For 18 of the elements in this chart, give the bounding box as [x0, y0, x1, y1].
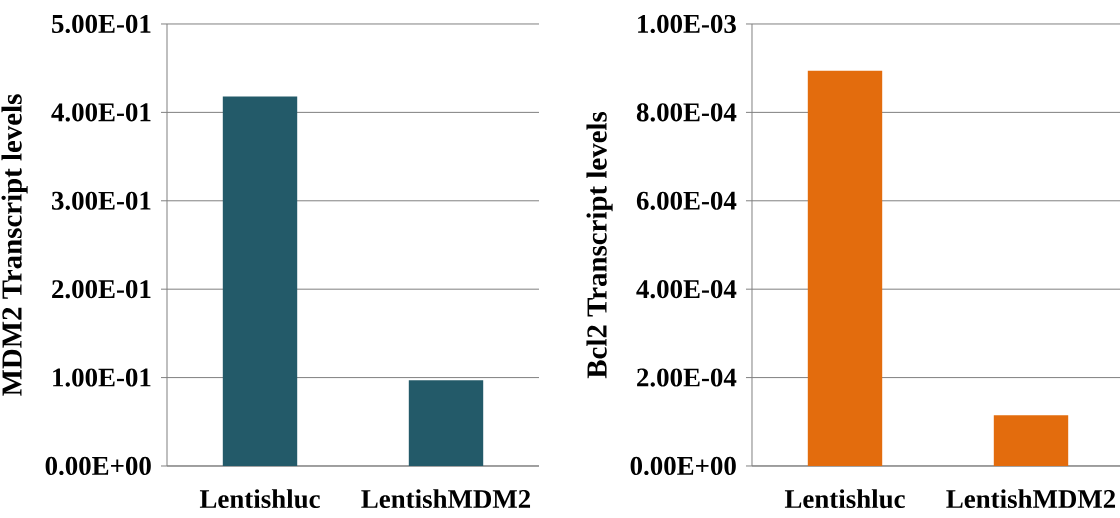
y-tick-label: 0.00E+00 [45, 456, 151, 476]
x-tick-label: LentishMDM2 [946, 489, 1116, 509]
x-tick-label: Lentishluc [784, 489, 905, 509]
y-tick-label: 4.00E-01 [51, 103, 151, 122]
y-tick-label: 8.00E-04 [636, 103, 737, 122]
y-tick-label: 5.00E-01 [52, 14, 151, 34]
y-tick-label: 3.00E-01 [51, 191, 151, 210]
x-tick-label: LentishMDM2 [361, 489, 531, 509]
y-tick-label: 2.00E-04 [637, 368, 737, 387]
y-axis-title: Bcl2 Transcript levels [586, 111, 613, 379]
y-tick-label: 1.00E-03 [638, 14, 736, 34]
y-axis-title: MDM2 Transcript levels [1, 94, 28, 396]
y-tick-label: 2.00E-01 [52, 280, 151, 299]
y-tick-label: 4.00E-04 [636, 280, 737, 299]
y-tick-label: 6.00E-04 [636, 191, 737, 210]
y-tick-label: 0.00E+00 [630, 456, 736, 476]
y-tick-label: 1.00E-01 [53, 368, 151, 387]
x-tick-label: Lentishluc [199, 489, 320, 509]
